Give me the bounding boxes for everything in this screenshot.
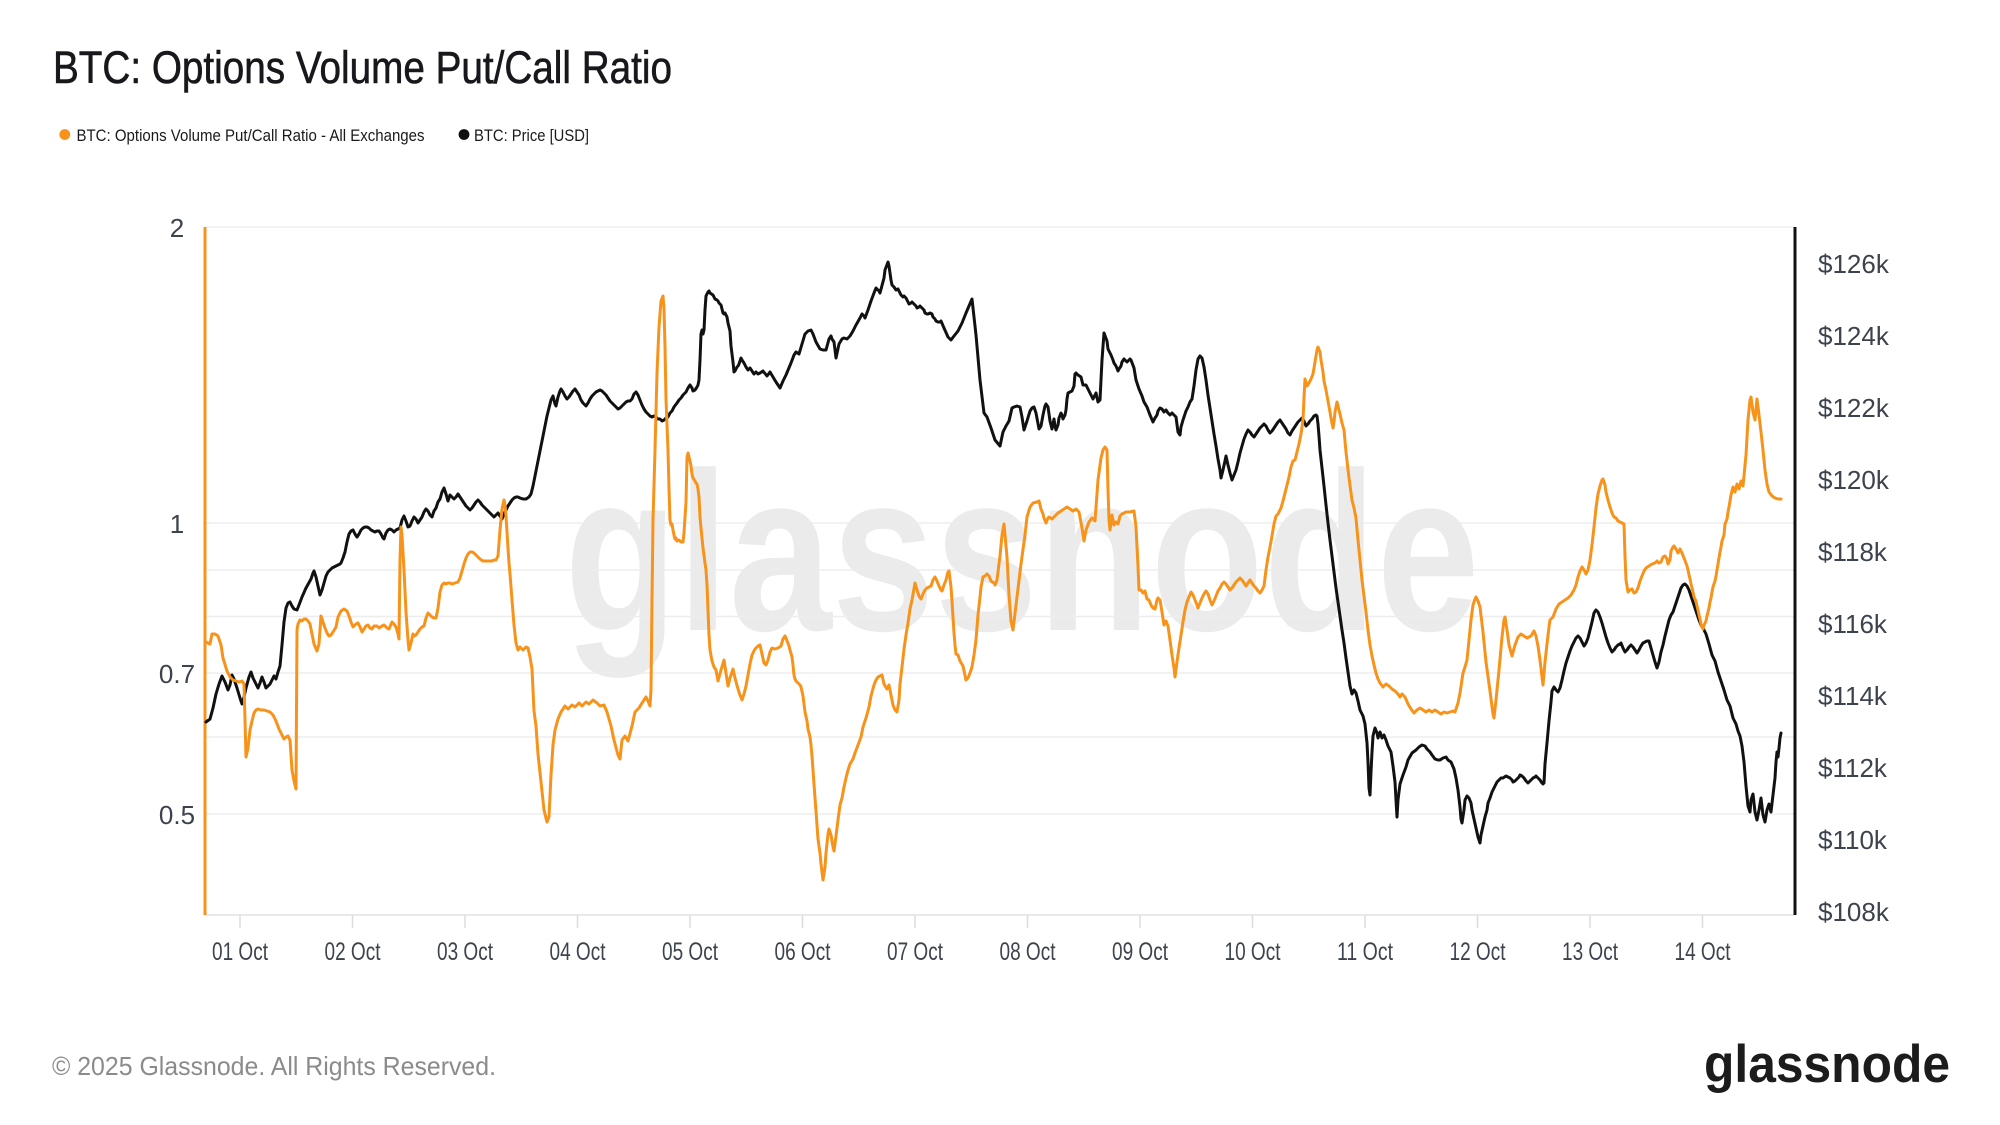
svg-text:07 Oct: 07 Oct [887,938,943,966]
svg-text:06 Oct: 06 Oct [775,938,831,966]
svg-text:$126k: $126k [1818,249,1890,279]
svg-text:$114k: $114k [1818,681,1888,711]
svg-text:2: 2 [170,213,184,243]
svg-text:08 Oct: 08 Oct [1000,938,1056,966]
svg-text:0.5: 0.5 [159,800,195,830]
svg-text:03 Oct: 03 Oct [437,938,493,966]
svg-text:$120k: $120k [1818,465,1890,495]
svg-text:10 Oct: 10 Oct [1225,938,1281,966]
svg-text:1: 1 [170,509,184,539]
svg-text:$116k: $116k [1818,609,1888,639]
svg-text:11 Oct: 11 Oct [1337,938,1393,966]
svg-text:13 Oct: 13 Oct [1562,938,1618,966]
svg-text:© 2025 Glassnode. All Rights R: © 2025 Glassnode. All Rights Reserved. [52,1051,496,1081]
svg-text:$118k: $118k [1818,537,1888,567]
svg-text:$108k: $108k [1818,897,1890,927]
svg-text:BTC: Options Volume Put/Call R: BTC: Options Volume Put/Call Ratio - All… [77,126,425,145]
svg-text:14 Oct: 14 Oct [1675,938,1731,966]
svg-text:$124k: $124k [1818,321,1890,351]
svg-text:09 Oct: 09 Oct [1112,938,1168,966]
svg-text:01 Oct: 01 Oct [212,938,268,966]
svg-text:05 Oct: 05 Oct [662,938,718,966]
svg-text:glassnode: glassnode [1704,1035,1950,1094]
svg-text:12 Oct: 12 Oct [1450,938,1506,966]
svg-text:0.7: 0.7 [159,659,195,689]
svg-text:BTC: Options Volume Put/Call R: BTC: Options Volume Put/Call Ratio [53,42,672,93]
svg-text:$110k: $110k [1818,825,1888,855]
svg-text:02 Oct: 02 Oct [325,938,381,966]
svg-text:04 Oct: 04 Oct [550,938,606,966]
svg-text:BTC: Price [USD]: BTC: Price [USD] [474,126,589,145]
svg-text:$122k: $122k [1818,393,1890,423]
svg-text:$112k: $112k [1818,753,1888,783]
